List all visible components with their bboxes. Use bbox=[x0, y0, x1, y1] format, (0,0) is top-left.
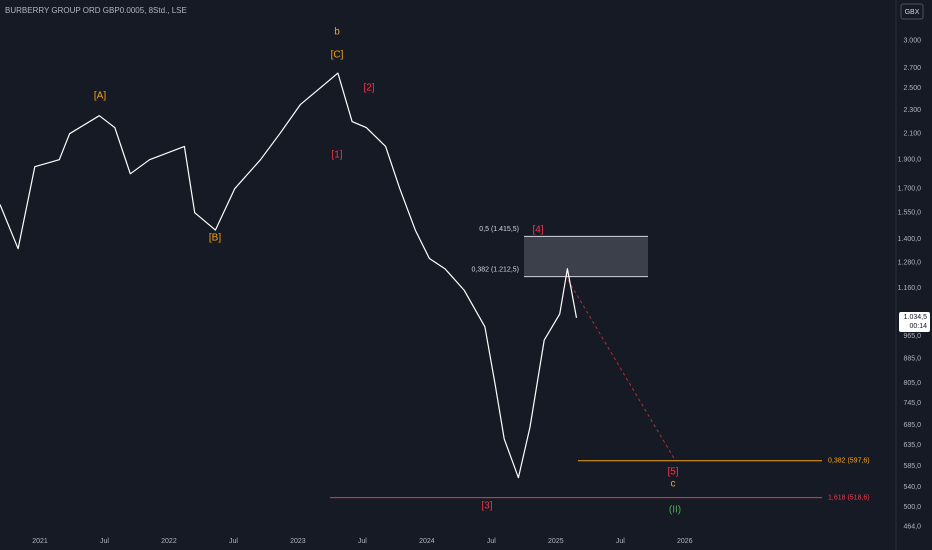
y-tick-label: 2.100 bbox=[903, 131, 921, 138]
y-tick-label: 635,0 bbox=[903, 442, 921, 449]
x-tick-label: Jul bbox=[487, 538, 496, 545]
x-tick-label: Jul bbox=[616, 538, 625, 545]
countdown: 00:14 bbox=[909, 323, 927, 330]
wave-label: [3] bbox=[481, 501, 492, 512]
fib-zone bbox=[524, 236, 648, 277]
y-tick-label: 1.160,0 bbox=[898, 285, 921, 292]
y-tick-label: 2.500 bbox=[903, 85, 921, 92]
y-tick-label: 1.900,0 bbox=[898, 157, 921, 164]
y-tick-label: 1.550,0 bbox=[898, 210, 921, 217]
fib-label: 0,5 (1.415,5) bbox=[479, 226, 519, 233]
y-tick-label: 3.000 bbox=[903, 38, 921, 45]
y-tick-label: 1.700,0 bbox=[898, 186, 921, 193]
wave-label: [1] bbox=[331, 150, 342, 161]
wave-label: [B] bbox=[209, 233, 221, 244]
currency-label[interactable]: GBX bbox=[905, 9, 920, 16]
y-tick-label: 1.280,0 bbox=[898, 259, 921, 266]
wave-label: [A] bbox=[94, 91, 106, 102]
projection-arrow bbox=[567, 279, 676, 461]
currency-button[interactable] bbox=[900, 3, 924, 20]
last-price: 1.034,5 bbox=[904, 314, 927, 321]
wave-label: b bbox=[334, 27, 340, 38]
y-tick-label: 464,0 bbox=[903, 523, 921, 530]
wave-label: [2] bbox=[363, 83, 374, 94]
wave-label: [C] bbox=[331, 50, 344, 61]
x-tick-label: 2025 bbox=[548, 538, 564, 545]
y-tick-label: 2.700 bbox=[903, 65, 921, 72]
target-label: 1,618 (518,6) bbox=[828, 495, 870, 502]
x-tick-label: 2026 bbox=[677, 538, 693, 545]
y-tick-label: 965,0 bbox=[903, 333, 921, 340]
y-tick-label: 685,0 bbox=[903, 422, 921, 429]
x-tick-label: 2024 bbox=[419, 538, 435, 545]
x-tick-label: Jul bbox=[229, 538, 238, 545]
x-tick-label: 2023 bbox=[290, 538, 306, 545]
y-tick-label: 2.300 bbox=[903, 107, 921, 114]
wave-label: (II) bbox=[669, 505, 681, 516]
y-tick-label: 540,0 bbox=[903, 484, 921, 491]
wave-label: [5] bbox=[667, 467, 678, 478]
wave-label: c bbox=[671, 479, 676, 490]
x-tick-label: 2021 bbox=[32, 538, 48, 545]
y-tick-label: 1.400,0 bbox=[898, 236, 921, 243]
y-tick-label: 885,0 bbox=[903, 355, 921, 362]
y-tick-label: 745,0 bbox=[903, 400, 921, 407]
price-line bbox=[0, 72, 578, 479]
x-tick-label: 2022 bbox=[161, 538, 177, 545]
chart-title: BURBERRY GROUP ORD GBP0.0005, 8Std., LSE bbox=[5, 6, 187, 15]
target-label: 0,382 (597,6) bbox=[828, 458, 870, 465]
y-tick-label: 500,0 bbox=[903, 504, 921, 511]
y-tick-label: 805,0 bbox=[903, 380, 921, 387]
wave-label: [4] bbox=[532, 225, 543, 236]
x-tick-label: Jul bbox=[100, 538, 109, 545]
x-tick-label: Jul bbox=[358, 538, 367, 545]
y-tick-label: 585,0 bbox=[903, 463, 921, 470]
price-badge bbox=[899, 311, 930, 332]
fib-label: 0,382 (1.212,5) bbox=[472, 266, 519, 273]
